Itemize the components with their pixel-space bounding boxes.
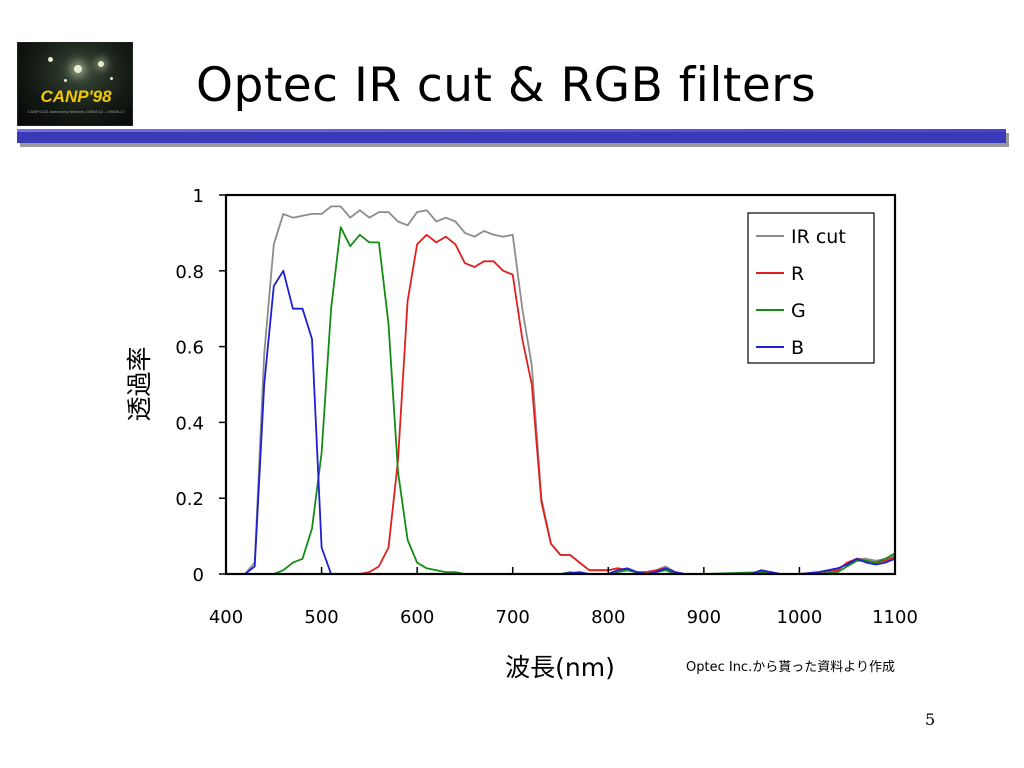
logo-text: CANP'98 [40, 87, 112, 106]
x-tick-label: 1100 [872, 607, 918, 628]
slide-title: Optec IR cut & RGB filters [196, 58, 817, 113]
legend-label: G [791, 300, 806, 322]
x-tick-label: 900 [687, 607, 721, 628]
legend-label: IR cut [791, 226, 846, 248]
y-tick-label: 0.2 [175, 489, 204, 510]
logo-star [110, 77, 113, 80]
y-tick-label: 0 [193, 565, 204, 586]
y-axis-label: 透過率 [125, 346, 154, 421]
y-tick-label: 0.8 [175, 262, 204, 283]
x-tick-label: 800 [591, 607, 625, 628]
page-number: 5 [925, 710, 936, 729]
logo-star [74, 65, 82, 73]
x-tick-label: 700 [496, 607, 530, 628]
title-rule [17, 129, 1006, 143]
legend-box [747, 212, 875, 364]
series-line-g [226, 226, 895, 574]
series-line-r [226, 233, 895, 574]
x-tick-label: 600 [400, 607, 434, 628]
x-tick-label: 500 [304, 607, 338, 628]
plot-frame [224, 193, 897, 576]
y-tick-label: 0.6 [175, 338, 204, 359]
source-note: Optec Inc.から貰った資料より作成 [686, 660, 895, 675]
x-axis-label: 波長(nm) [505, 653, 615, 682]
y-tick-label: 1 [193, 186, 204, 207]
x-tick-label: 1000 [777, 607, 823, 628]
y-tick-label: 0.4 [175, 413, 204, 434]
logo-star [64, 79, 67, 82]
logo-subtext: CANP/CCD Astronomy Network 1998/8.12 - 1… [27, 109, 125, 114]
x-tick-label: 400 [209, 607, 243, 628]
legend-label: R [791, 263, 804, 285]
series-line-b [226, 269, 895, 574]
logo-star [48, 57, 53, 62]
legend-label: B [791, 337, 804, 359]
logo-star [98, 61, 104, 67]
canp98-logo: CANP'98 CANP/CCD Astronomy Network 1998/… [17, 42, 133, 126]
